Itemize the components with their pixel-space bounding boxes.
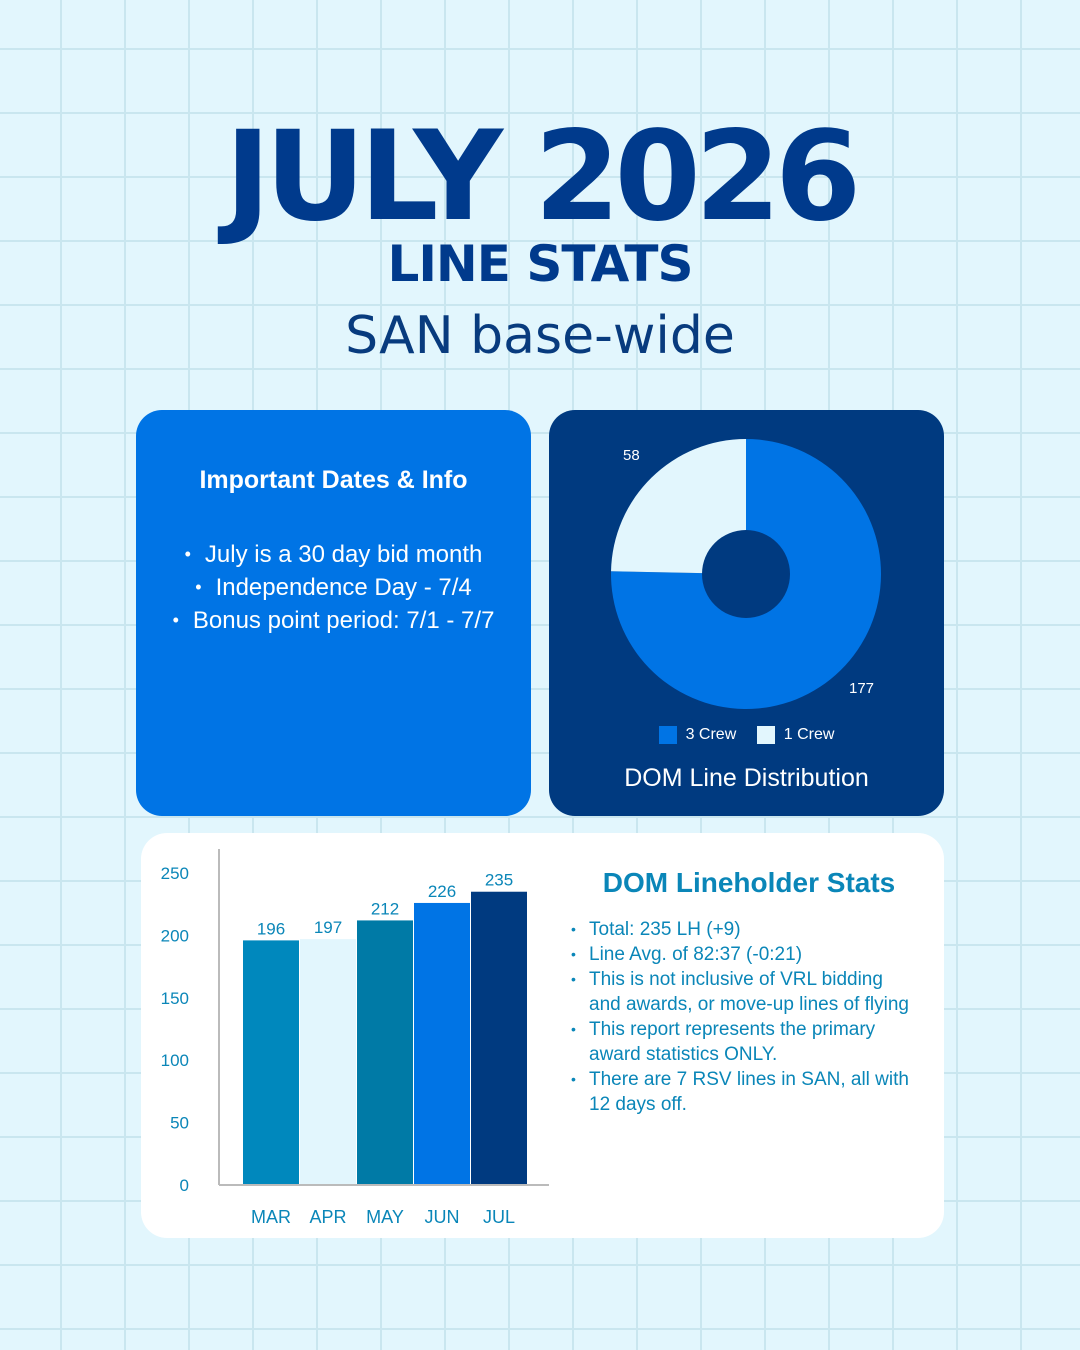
y-tick-label: 100 xyxy=(161,1051,189,1070)
bar-value-label: 226 xyxy=(428,882,456,901)
pie-slice-1-crew xyxy=(611,439,746,574)
lineholder-stats-title: DOM Lineholder Stats xyxy=(602,867,896,898)
lineholder-stats-list: Total: 235 LH (+9) Line Avg. of 82:37 (-… xyxy=(569,917,914,1117)
important-dates-list: July is a 30 day bid month Independence … xyxy=(136,538,531,637)
list-item: July is a 30 day bid month xyxy=(136,538,531,571)
page-title: JULY 2026 xyxy=(224,105,862,249)
line-distribution-card: 58 177 3 Crew 1 Crew DOM Line Distributi… xyxy=(549,410,944,816)
x-tick-label: JUL xyxy=(483,1207,515,1227)
line-distribution-donut xyxy=(611,439,882,709)
list-item: Total: 235 LH (+9) xyxy=(569,917,914,942)
bar-may xyxy=(357,920,413,1185)
bar-jun xyxy=(414,902,470,1185)
x-tick-label: APR xyxy=(309,1207,346,1227)
lineholder-stats-card: 0 50 100 150 200 250 196 MAR 197 APR 212 MAY 226 JUN 2… xyxy=(141,833,944,1238)
y-tick-label: 150 xyxy=(161,989,189,1008)
base-label: SAN base-wide xyxy=(345,306,735,366)
pie-label-3-crew: 177 xyxy=(849,680,875,697)
list-item: This is not inclusive of VRL bidding and… xyxy=(569,967,914,1017)
legend-swatch-1-crew xyxy=(756,726,775,744)
pie-legend: 3 Crew 1 Crew xyxy=(549,726,944,749)
list-item: This report represents the primary award… xyxy=(569,1017,914,1067)
donut-hole xyxy=(702,530,790,618)
x-tick-label: JUN xyxy=(425,1207,460,1227)
y-tick-label: 0 xyxy=(180,1176,189,1195)
pie-title: DOM Line Distribution xyxy=(624,764,869,792)
x-tick-label: MAY xyxy=(366,1207,404,1227)
bar-value-label: 197 xyxy=(314,918,342,937)
list-item: There are 7 RSV lines in SAN, all with 1… xyxy=(569,1067,914,1117)
pie-label-1-crew: 58 xyxy=(623,447,640,464)
bar-value-label: 196 xyxy=(257,919,285,938)
bar-value-label: 212 xyxy=(371,899,399,918)
legend-label-3-crew: 3 Crew xyxy=(685,726,737,743)
legend-swatch-3-crew xyxy=(658,726,677,744)
important-dates-card: Important Dates & Info July is a 30 day … xyxy=(136,410,531,816)
bar-value-label: 235 xyxy=(485,871,513,890)
y-tick-label: 250 xyxy=(161,864,189,883)
bar-jul xyxy=(471,891,527,1185)
y-tick-label: 200 xyxy=(161,926,189,945)
x-tick-label: MAR xyxy=(251,1207,291,1227)
legend-item-1-crew: 1 Crew xyxy=(756,726,835,744)
list-item: Line Avg. of 82:37 (-0:21) xyxy=(569,942,914,967)
legend-label-1-crew: 1 Crew xyxy=(783,726,835,743)
important-dates-heading: Important Dates & Info xyxy=(199,466,468,494)
y-tick-label: 50 xyxy=(170,1114,189,1133)
page-subtitle: LINE STATS xyxy=(387,235,693,293)
list-item: Independence Day - 7/4 xyxy=(136,571,531,604)
bar-mar xyxy=(243,940,299,1185)
lineholder-bar-chart: 0 50 100 150 200 250 196 MAR 197 APR 212 MAY 226 JUN 2… xyxy=(161,849,549,1227)
legend-item-3-crew: 3 Crew xyxy=(658,726,737,744)
list-item: Bonus point period: 7/1 - 7/7 xyxy=(136,604,531,637)
bar-apr xyxy=(300,939,356,1185)
